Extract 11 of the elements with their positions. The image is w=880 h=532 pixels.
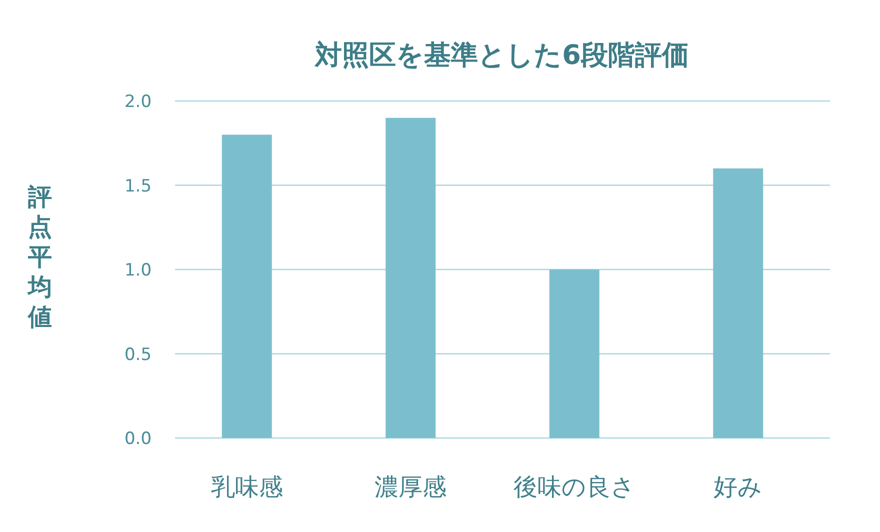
- xtick: 後味の良さ: [513, 473, 636, 501]
- ytick: 0.5: [124, 344, 152, 365]
- xtick: 乳味感: [210, 473, 283, 501]
- xtick: 好み: [714, 473, 763, 501]
- xtick: 濃厚感: [374, 473, 447, 501]
- ytick: 2.0: [124, 92, 152, 112]
- ylabel: 評点平均値: [28, 183, 52, 331]
- ytick: 0.0: [124, 429, 152, 449]
- title: 対照区を基準とした6段階評価: [315, 40, 689, 71]
- ytick: 1.0: [124, 260, 152, 280]
- ytick: 1.5: [124, 176, 152, 196]
